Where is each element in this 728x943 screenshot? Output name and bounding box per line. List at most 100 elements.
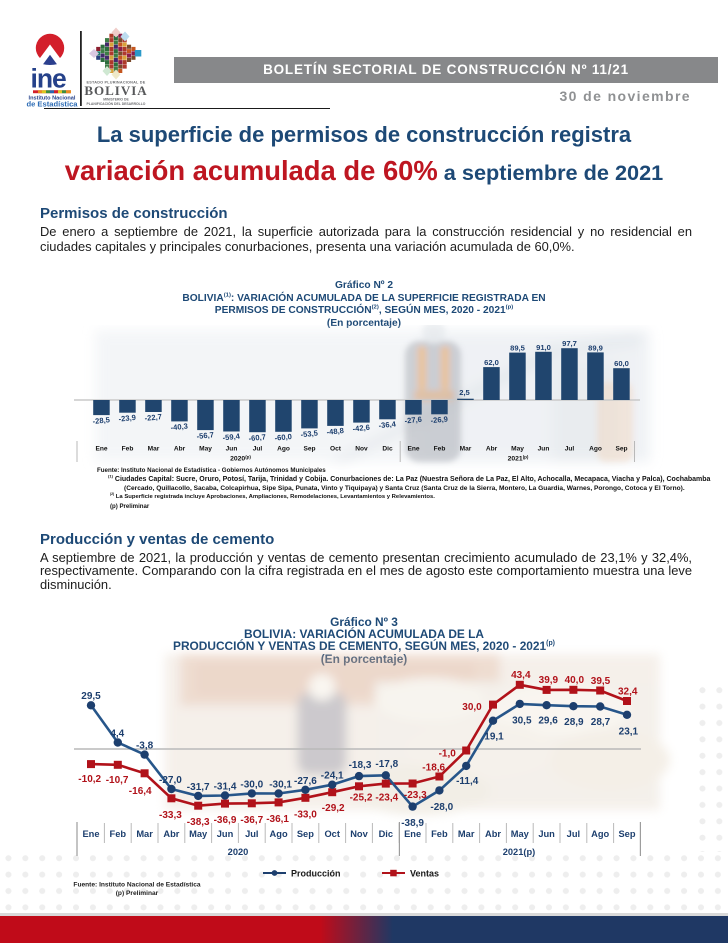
svg-text:Jun: Jun — [538, 829, 555, 839]
svg-text:Dic: Dic — [379, 829, 393, 839]
svg-text:Ene: Ene — [82, 829, 99, 839]
svg-text:-11,4: -11,4 — [456, 776, 479, 787]
svg-text:Oct: Oct — [324, 829, 340, 839]
svg-text:Ventas: Ventas — [410, 869, 439, 879]
svg-text:-18,3: -18,3 — [349, 760, 372, 771]
svg-text:-38,9: -38,9 — [401, 818, 424, 829]
svg-text:-38,3: -38,3 — [187, 817, 210, 828]
svg-text:Oct: Oct — [330, 446, 342, 453]
svg-text:91,0: 91,0 — [536, 343, 551, 352]
svg-text:ine: ine — [31, 64, 67, 94]
svg-text:-60,7: -60,7 — [248, 432, 266, 443]
svg-text:Instituto Nacional: Instituto Nacional — [29, 95, 76, 101]
svg-text:-59,4: -59,4 — [222, 432, 241, 443]
svg-text:Fuente: Instituto Nacional de: Fuente: Instituto Nacional de Estadístic… — [73, 882, 200, 889]
svg-text:de Estadística: de Estadística — [26, 100, 78, 109]
svg-text:32,4: 32,4 — [618, 686, 638, 697]
svg-text:Sep: Sep — [303, 446, 315, 453]
svg-text:23,1: 23,1 — [619, 727, 639, 738]
svg-text:Jul: Jul — [253, 446, 263, 453]
svg-text:-16,4: -16,4 — [129, 786, 152, 797]
svg-text:Jul: Jul — [567, 829, 580, 839]
svg-text:Jul: Jul — [565, 446, 575, 453]
svg-text:28,9: 28,9 — [564, 717, 584, 728]
svg-text:Feb: Feb — [122, 446, 134, 453]
svg-text:-53,5: -53,5 — [300, 428, 319, 439]
svg-text:Nov: Nov — [350, 829, 368, 839]
svg-text:-28,0: -28,0 — [430, 802, 453, 813]
svg-text:89,9: 89,9 — [588, 343, 603, 352]
svg-text:-3,8: -3,8 — [136, 741, 154, 752]
svg-text:-42,6: -42,6 — [352, 423, 370, 434]
svg-text:-18,6: -18,6 — [422, 762, 445, 773]
svg-text:Ene: Ene — [95, 446, 107, 453]
svg-text:ESTADO PLURINACIONAL DE: ESTADO PLURINACIONAL DE — [87, 81, 146, 85]
svg-text:-30,1: -30,1 — [269, 780, 292, 791]
svg-text:-27,6: -27,6 — [294, 776, 317, 787]
svg-text:-31,4: -31,4 — [214, 782, 237, 793]
svg-text:97,7: 97,7 — [562, 339, 577, 348]
svg-text:-29,2: -29,2 — [322, 803, 345, 814]
svg-text:Ago: Ago — [589, 446, 602, 453]
svg-text:-1,0: -1,0 — [439, 749, 457, 760]
svg-text:-36,9: -36,9 — [214, 815, 237, 826]
svg-text:-36,1: -36,1 — [266, 814, 289, 825]
svg-text:May: May — [511, 829, 530, 839]
svg-text:-17,8: -17,8 — [375, 759, 398, 770]
svg-text:Ago: Ago — [270, 829, 288, 839]
svg-text:Ene: Ene — [407, 446, 419, 453]
svg-text:-31,7: -31,7 — [187, 782, 210, 793]
svg-text:Sep: Sep — [297, 829, 314, 839]
svg-text:Feb: Feb — [431, 829, 448, 839]
svg-text:Dic: Dic — [382, 446, 393, 453]
svg-text:-26,9: -26,9 — [430, 414, 448, 425]
svg-text:2020: 2020 — [228, 847, 249, 857]
svg-text:-33,0: -33,0 — [294, 809, 317, 820]
svg-text:May: May — [189, 829, 208, 839]
svg-text:-27,6: -27,6 — [404, 415, 422, 426]
svg-text:4,4: 4,4 — [110, 729, 124, 740]
svg-text:-23,4: -23,4 — [375, 793, 398, 804]
svg-text:2020(p): 2020(p) — [230, 455, 251, 463]
svg-text:Abr: Abr — [485, 829, 501, 839]
svg-text:(p) Preliminar: (p) Preliminar — [116, 890, 159, 897]
svg-text:BOLIVIA: BOLIVIA — [84, 83, 147, 98]
svg-text:May: May — [511, 446, 524, 453]
svg-text:Mar: Mar — [460, 446, 472, 453]
svg-text:-33,3: -33,3 — [159, 810, 182, 821]
svg-text:Abr: Abr — [486, 446, 498, 453]
svg-text:43,4: 43,4 — [511, 670, 531, 681]
svg-text:-48,8: -48,8 — [326, 426, 344, 437]
svg-text:Mar: Mar — [136, 829, 153, 839]
svg-text:-36,4: -36,4 — [378, 419, 397, 430]
svg-text:2,5: 2,5 — [459, 388, 470, 397]
svg-text:-22,7: -22,7 — [144, 412, 162, 423]
svg-text:Jun: Jun — [538, 446, 550, 453]
svg-text:May: May — [199, 446, 212, 453]
svg-text:29,5: 29,5 — [81, 691, 101, 702]
svg-text:-27,0: -27,0 — [159, 775, 182, 786]
svg-text:-24,1: -24,1 — [321, 771, 344, 782]
svg-text:PLANIFICACIÓN DEL DESARROLLO: PLANIFICACIÓN DEL DESARROLLO — [87, 101, 146, 106]
svg-text:19,1: 19,1 — [484, 731, 504, 742]
svg-text:MINISTERIO DE: MINISTERIO DE — [103, 98, 129, 102]
svg-text:Jul: Jul — [245, 829, 258, 839]
svg-text:Jun: Jun — [226, 446, 238, 453]
svg-text:Feb: Feb — [434, 446, 446, 453]
svg-text:Mar: Mar — [148, 446, 160, 453]
svg-text:-40,3: -40,3 — [170, 422, 188, 433]
svg-text:39,9: 39,9 — [539, 675, 559, 686]
svg-text:Sep: Sep — [618, 829, 635, 839]
svg-text:Ene: Ene — [404, 829, 421, 839]
svg-text:Abr: Abr — [174, 446, 186, 453]
svg-text:-10,7: -10,7 — [106, 775, 129, 786]
svg-text:-23,9: -23,9 — [118, 413, 136, 424]
svg-text:-25,2: -25,2 — [350, 793, 373, 804]
svg-text:-30,0: -30,0 — [240, 779, 263, 790]
svg-text:Nov: Nov — [355, 446, 368, 453]
svg-text:Producción: Producción — [291, 869, 341, 879]
svg-text:60,0: 60,0 — [614, 359, 629, 368]
svg-text:62,0: 62,0 — [484, 358, 499, 367]
svg-text:40,0: 40,0 — [565, 675, 585, 686]
svg-text:Sep: Sep — [615, 446, 627, 453]
